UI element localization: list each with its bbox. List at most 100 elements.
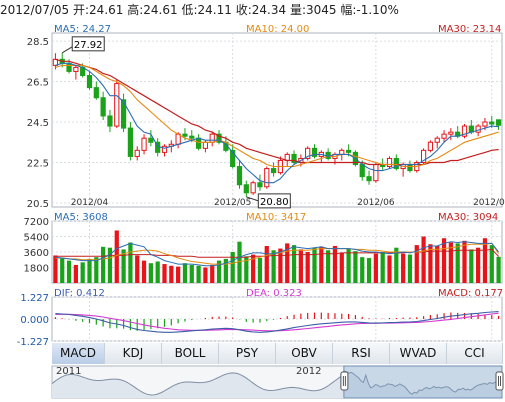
volume-bar-up [476, 247, 481, 283]
navigator-left-handle[interactable] [340, 371, 349, 391]
volume-bar-up [251, 254, 256, 283]
volume-bar-up [428, 244, 433, 283]
volume-bar-down [121, 249, 126, 283]
volume-bar-up [414, 245, 419, 283]
volume-bar-down [291, 245, 297, 283]
price-y-tick: 26.5 [27, 78, 49, 89]
candle-up [202, 141, 209, 149]
price-ma10-line [55, 64, 499, 168]
candle-down [236, 166, 243, 186]
change-label: 幅: [340, 3, 357, 17]
volume-bar-up [441, 238, 447, 283]
candle-up [461, 125, 468, 137]
quote-date: 2012/07/05 [0, 3, 70, 17]
tab-cci[interactable]: CCI [447, 343, 502, 364]
candle-down [270, 168, 277, 174]
candle-down [120, 99, 127, 129]
min-label-box [257, 193, 291, 209]
volume-bar-down [94, 257, 99, 283]
volume-bar-up [278, 248, 283, 283]
candle-up [373, 164, 379, 182]
volume-bar-down [271, 250, 276, 283]
candle-down [93, 87, 99, 99]
volume-bar-down [237, 241, 242, 283]
tab-macd[interactable]: MACD [52, 343, 105, 364]
volume-bar-up [462, 240, 467, 283]
macd-y-tick: 0.000 [20, 315, 49, 326]
dif-legend: DIF: 0.412 [54, 288, 105, 299]
volume-bar-down [87, 258, 92, 283]
candle-down [230, 149, 236, 168]
candle-up [161, 145, 168, 153]
candle-up [305, 147, 311, 159]
open-value: 24.61 [89, 3, 124, 17]
price-y-tick: 24.5 [27, 118, 49, 129]
volume-bar-down [380, 252, 385, 283]
volume-bar-down [257, 258, 263, 283]
candle-down [243, 184, 249, 194]
volume-bar-down [80, 262, 85, 283]
max-pointer [61, 46, 73, 54]
candle-up [134, 149, 140, 157]
volume-bar-up [421, 236, 426, 283]
volume-bar-down [244, 256, 249, 283]
candle-down [127, 127, 134, 157]
volume-label: 量: [289, 3, 306, 17]
volume-bar-up [210, 264, 215, 283]
volume-bar-up [339, 252, 344, 283]
tab-boll[interactable]: BOLL [162, 343, 219, 364]
candle-up [482, 121, 488, 127]
candle-down [86, 74, 93, 89]
navigator-right-handle[interactable] [495, 371, 504, 391]
close-label: 收: [235, 3, 252, 17]
volume-bar-up [162, 264, 167, 283]
volume-bar-down [353, 251, 358, 283]
volume-y-tick: 5400 [24, 233, 49, 244]
candle-up [386, 157, 393, 168]
tab-kdj[interactable]: KDJ [105, 343, 162, 364]
volume-bar-up [401, 253, 406, 283]
candle-down [216, 133, 222, 143]
candle-down [100, 97, 106, 117]
open-label: 开: [73, 3, 90, 17]
tab-psy[interactable]: PSY [219, 343, 276, 364]
close-value: 24.34 [251, 3, 287, 17]
low-label: 低: [181, 3, 198, 17]
tab-wvad[interactable]: WVAD [390, 343, 447, 364]
candle-down [359, 164, 365, 178]
candle-down [182, 133, 188, 137]
tab-obv[interactable]: OBV [276, 343, 333, 364]
candle-up [441, 133, 447, 139]
volume-ma30-line [55, 248, 499, 258]
max-label-box [71, 36, 105, 52]
candle-up [427, 141, 434, 151]
volume-bar-up [141, 260, 147, 283]
volume-bar-down [182, 263, 188, 283]
volume-ma5-legend: MA5: 3608 [54, 212, 108, 223]
price-y-tick: 22.5 [27, 158, 49, 169]
candle-down [345, 149, 352, 153]
volume-bar-up [169, 265, 174, 283]
candle-up [141, 137, 147, 151]
volume-bar-down [128, 242, 133, 283]
volume-bar-down [489, 245, 494, 283]
volume-bar-down [346, 248, 351, 283]
volume-bar-down [66, 260, 72, 283]
volume-bar-up [319, 246, 324, 283]
candle-down [489, 121, 495, 125]
candle-down [366, 176, 372, 182]
navigator-label-2012: 2012 [296, 366, 322, 377]
quote-summary: 2012/07/05 开:24.61 高:24.61 低:24.11 收:24.… [0, 0, 505, 22]
price-x-tick: 2012/04 [71, 198, 109, 208]
candle-down [495, 119, 502, 126]
navigator-label-2011: 2011 [56, 366, 82, 377]
candle-up [420, 149, 427, 163]
price-ma5-line [55, 62, 499, 184]
candle-up [73, 66, 79, 72]
volume-bar-down [223, 258, 228, 283]
volume-bar-up [135, 255, 140, 283]
price-y-tick: 28.5 [27, 37, 49, 48]
tab-rsi[interactable]: RSI [333, 343, 390, 364]
high-value: 24.61 [143, 3, 178, 17]
